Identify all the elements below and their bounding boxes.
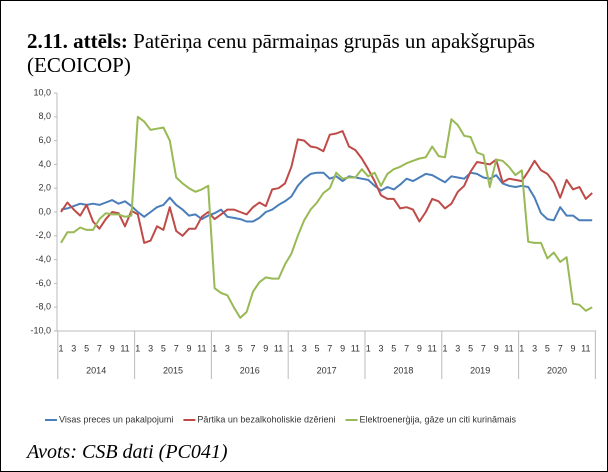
y-tick-label: 2,0: [38, 183, 51, 193]
x-tick-label: 3: [225, 343, 230, 353]
source: Avots: CSB dati (PC041): [27, 441, 228, 463]
series-line: [60, 130, 593, 244]
chart: -10,0 -8,0 -6,0 -4,0 -2,0 0,0 2,0 4,0 6,0 8,0 10,0…: [30, 87, 597, 424]
x-tick-label: 9: [494, 343, 499, 353]
x-tick-label: 9: [340, 343, 345, 353]
x-tick-label: 11: [120, 343, 129, 353]
x-tick-label: 11: [428, 343, 437, 353]
x-tick-label: 1: [135, 343, 140, 353]
year-label: 2014: [86, 365, 106, 375]
x-tick-label: 3: [455, 343, 460, 353]
year-label: 2020: [547, 365, 567, 375]
y-tick-label: -8,0: [35, 302, 51, 312]
x-tick-label: 3: [148, 343, 153, 353]
x-tick-label: 3: [71, 343, 76, 353]
series-line: [60, 171, 593, 223]
x-tick-label: 5: [238, 343, 243, 353]
y-tick-label: 6,0: [38, 135, 51, 145]
y-tick-label: -2,0: [35, 230, 51, 240]
x-tick-label: 5: [545, 343, 550, 353]
x-tick-label: 7: [558, 343, 563, 353]
year-label: 2016: [240, 365, 260, 375]
y-tick-label: 0,0: [38, 206, 51, 216]
x-tick-label: 11: [504, 343, 513, 353]
y-tick-label: -6,0: [35, 278, 51, 288]
x-tick-label: 11: [197, 343, 206, 353]
x-tick-label: 7: [250, 343, 255, 353]
x-tick-label: 5: [161, 343, 166, 353]
x-tick-label: 5: [84, 343, 89, 353]
y-tick-label: 8,0: [38, 111, 51, 121]
y-tick-label: -4,0: [35, 254, 51, 264]
y-tick-label: -10,0: [30, 325, 51, 335]
chart-title: Patēriņa cenu pārmaiņas grupās un apakšg…: [27, 29, 535, 77]
year-label: 2018: [393, 365, 413, 375]
figure-label: 2.11. attēls:: [27, 29, 128, 53]
x-tick-label: 5: [468, 343, 473, 353]
legend-label: Elektroenerģija, gāze un citi kurināmais: [359, 414, 516, 424]
year-label: 2015: [163, 365, 183, 375]
x-tick-label: 7: [97, 343, 102, 353]
x-tick-label: 7: [481, 343, 486, 353]
x-tick-label: 3: [532, 343, 537, 353]
y-tick-label: 10,0: [33, 87, 51, 97]
series-line: [60, 115, 593, 319]
legend-label: Pārtika un bezalkoholiskie dzērieni: [197, 414, 335, 424]
x-tick-label: 3: [302, 343, 307, 353]
x-tick-label: 9: [417, 343, 422, 353]
x-tick-label: 7: [404, 343, 409, 353]
y-tick-label: 4,0: [38, 159, 51, 169]
x-tick-label: 1: [442, 343, 447, 353]
x-tick-label: 1: [58, 343, 63, 353]
x-tick-label: 5: [314, 343, 319, 353]
x-tick-label: 1: [212, 343, 217, 353]
x-tick-label: 11: [581, 343, 590, 353]
x-tick-label: 9: [570, 343, 575, 353]
legend-label: Visas preces un pakalpojumi: [59, 414, 173, 424]
x-tick-label: 9: [263, 343, 268, 353]
x-tick-label: 7: [174, 343, 179, 353]
x-tick-label: 9: [186, 343, 191, 353]
title-block: 2.11. attēls: Patēriņa cenu pārmaiņas gr…: [27, 29, 567, 77]
x-tick-label: 11: [351, 343, 360, 353]
x-tick-label: 1: [366, 343, 371, 353]
year-label: 2019: [470, 365, 490, 375]
x-tick-label: 7: [327, 343, 332, 353]
x-tick-label: 5: [391, 343, 396, 353]
x-tick-label: 1: [289, 343, 294, 353]
x-tick-label: 9: [110, 343, 115, 353]
x-tick-label: 1: [519, 343, 524, 353]
x-tick-label: 11: [274, 343, 283, 353]
x-tick-label: 3: [378, 343, 383, 353]
year-label: 2017: [317, 365, 337, 375]
